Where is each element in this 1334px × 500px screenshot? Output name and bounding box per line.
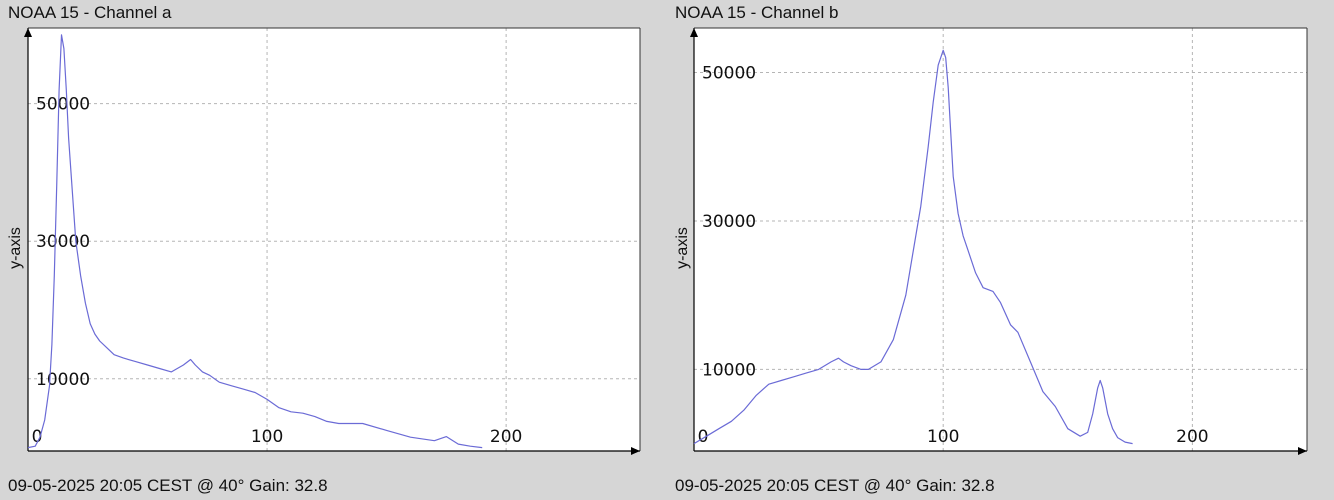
series-line: [27, 34, 483, 449]
y-axis-label: y-axis: [6, 227, 24, 269]
x-tick-label: 0: [32, 427, 43, 447]
x-axis-arrow: [631, 447, 640, 455]
plot-background: [28, 28, 640, 451]
y-tick-label: 50000: [702, 64, 756, 84]
y-axis-arrow: [24, 28, 32, 37]
chart-panel-b: NOAA 15 - Channel b 0 100 200 10000 30000 500…: [667, 0, 1334, 500]
x-tick-label: 0: [698, 427, 709, 447]
chart-plot-area: 0 100 200 10000 30000 50000: [690, 27, 1308, 455]
y-axis-label: y-axis: [673, 227, 691, 269]
y-tick-label: 30000: [36, 232, 90, 252]
chart-title: NOAA 15 - Channel b: [675, 3, 839, 22]
chart-footer-status: 09-05-2025 20:05 CEST @ 40° Gain: 32.8: [8, 476, 328, 495]
y-tick-label: 10000: [36, 370, 90, 390]
chart-panel-a: NOAA 15 - Channel a 0 100 200 10000 30000 500…: [6, 3, 641, 495]
chart-title: NOAA 15 - Channel a: [8, 3, 172, 22]
y-tick-label: 10000: [702, 360, 756, 380]
y-tick-label: 30000: [702, 212, 756, 232]
x-tick-label: 100: [927, 427, 959, 447]
y-tick-label: 50000: [36, 95, 90, 115]
x-tick-label: 100: [251, 427, 283, 447]
series-line: [693, 49, 1133, 445]
x-tick-label: 200: [1176, 427, 1208, 447]
y-axis-arrow: [690, 28, 698, 37]
chart-plot-area: 0 100 200 10000 30000 50000: [24, 27, 641, 455]
x-axis-arrow: [1298, 447, 1307, 455]
x-tick-label: 200: [490, 427, 522, 447]
plot-background: [694, 28, 1307, 451]
chart-footer-status: 09-05-2025 20:05 CEST @ 40° Gain: 32.8: [675, 476, 995, 495]
